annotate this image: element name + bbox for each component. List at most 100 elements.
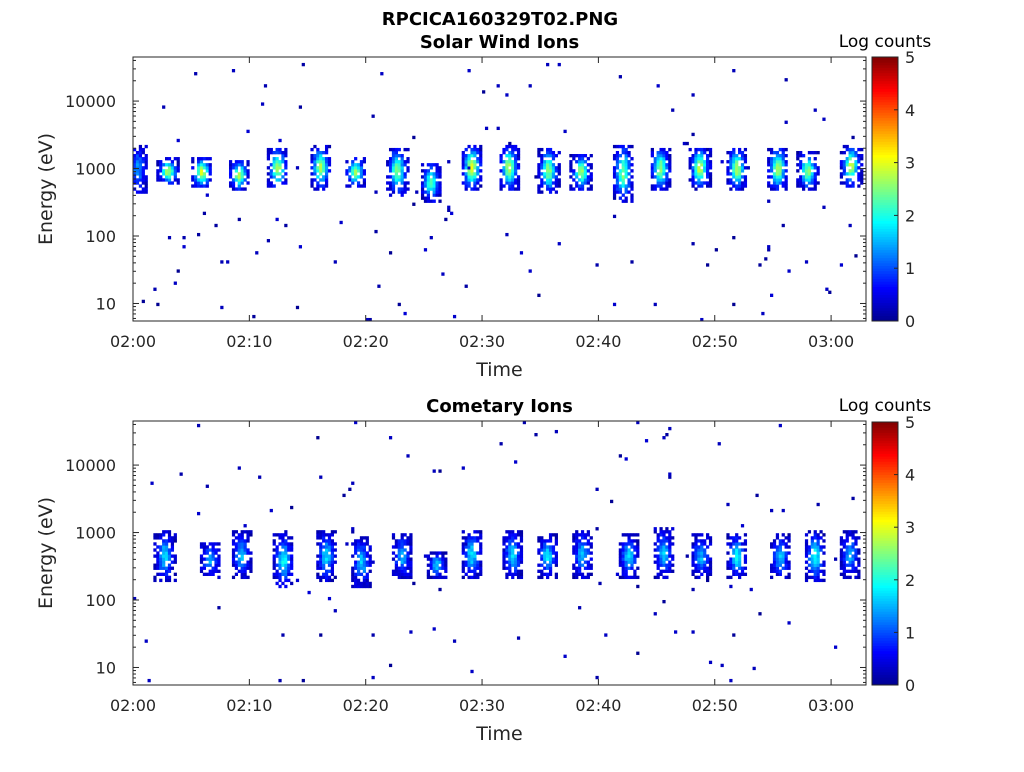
spectrogram-cell bbox=[473, 560, 477, 564]
spectrogram-cell bbox=[580, 575, 585, 580]
spectrogram-cell bbox=[691, 542, 695, 546]
spectrogram-cell bbox=[202, 557, 207, 561]
spectrogram-cell bbox=[810, 187, 814, 191]
spectrogram-cell bbox=[162, 163, 166, 167]
spectrogram-cell bbox=[281, 563, 285, 567]
spectrogram-cell bbox=[578, 172, 582, 176]
spectrogram-cell bbox=[467, 184, 471, 188]
spectrogram-cell bbox=[354, 578, 358, 583]
spectrogram-cell bbox=[362, 569, 366, 573]
spectrogram-cell bbox=[170, 548, 175, 552]
colorbar-segment bbox=[872, 62, 898, 66]
spectrogram-cell bbox=[706, 172, 710, 176]
spectrogram-cell bbox=[813, 178, 817, 182]
spectrogram-cell bbox=[470, 147, 474, 152]
spectrogram-cell bbox=[330, 578, 334, 583]
spectrogram-cell bbox=[159, 566, 163, 570]
spectrogram-cell bbox=[668, 569, 672, 573]
spectrogram-cell bbox=[511, 169, 515, 173]
spectrogram-cell bbox=[787, 563, 791, 567]
spectrogram-cell bbox=[543, 166, 547, 170]
spectrogram-cell bbox=[653, 530, 657, 534]
spectrogram-cell bbox=[772, 163, 777, 167]
spectrogram-cell bbox=[633, 548, 637, 552]
spectrogram-cell bbox=[796, 181, 800, 185]
spectrogram-cell bbox=[165, 175, 169, 179]
spectrogram-cell bbox=[470, 575, 474, 580]
spectrogram-cell bbox=[575, 554, 579, 558]
spectrogram-cell bbox=[141, 166, 145, 170]
spectrogram-cell bbox=[816, 557, 820, 561]
spectrogram-cell bbox=[400, 542, 404, 546]
spectrogram-cell bbox=[650, 172, 654, 176]
spectrogram-cell bbox=[156, 545, 160, 549]
spectrogram-cell bbox=[784, 187, 788, 191]
spectrogram-cell bbox=[394, 569, 398, 573]
spectrogram-cell bbox=[365, 536, 369, 540]
spectrogram-cell bbox=[772, 569, 777, 573]
spectrogram-cell bbox=[386, 181, 390, 185]
spectrogram-cell bbox=[775, 566, 780, 570]
spectrogram-cell bbox=[583, 175, 588, 179]
spectrogram-cell bbox=[202, 542, 207, 546]
spectrogram-cell bbox=[199, 566, 204, 570]
spectrogram-cell bbox=[688, 160, 692, 164]
colorbar-segment bbox=[872, 128, 898, 132]
spectrogram-cell bbox=[694, 533, 698, 537]
spectrogram-cell bbox=[578, 533, 582, 537]
spectrogram-cell bbox=[316, 533, 320, 537]
spectrogram-cell bbox=[348, 166, 352, 170]
spectrogram-cell bbox=[173, 554, 177, 558]
colorbar-segment bbox=[872, 107, 898, 111]
spectrogram-cell bbox=[516, 150, 521, 155]
spectrogram-cell bbox=[502, 150, 506, 155]
spectrogram-cell bbox=[810, 172, 814, 176]
spectrogram-cell bbox=[514, 557, 518, 561]
spectrogram-cell bbox=[371, 675, 375, 680]
spectrogram-cell bbox=[697, 172, 701, 176]
spectrogram-cell bbox=[770, 563, 774, 567]
spectrogram-cell bbox=[156, 533, 160, 537]
spectrogram-cell bbox=[165, 569, 169, 573]
spectrogram-cell bbox=[319, 533, 323, 537]
spectrogram-cell bbox=[319, 548, 323, 552]
spectrogram-cell bbox=[359, 172, 364, 176]
colorbar-segment bbox=[872, 579, 898, 583]
spectrogram-cell bbox=[284, 584, 288, 589]
spectrogram-cell bbox=[743, 160, 748, 164]
spectrogram-cell bbox=[671, 108, 675, 112]
spectrogram-cell bbox=[284, 572, 288, 576]
spectrogram-cell bbox=[706, 157, 710, 161]
spectrogram-cell bbox=[665, 154, 669, 158]
spectrogram-cell bbox=[770, 166, 774, 170]
spectrogram-cell bbox=[426, 557, 430, 561]
spectrogram-cell bbox=[778, 172, 782, 176]
spectrogram-cell bbox=[135, 172, 140, 176]
spectrogram-cell bbox=[810, 181, 814, 185]
spectrogram-cell bbox=[394, 172, 398, 176]
spectrogram-cell bbox=[772, 566, 777, 570]
spectrogram-cell bbox=[543, 172, 547, 176]
spectrogram-cell bbox=[615, 144, 620, 149]
colorbar-tick-label: 5 bbox=[905, 48, 915, 67]
spectrogram-cell bbox=[621, 569, 625, 573]
spectrogram-cell bbox=[351, 481, 355, 485]
spectrogram-cell bbox=[499, 187, 503, 191]
spectrogram-cell bbox=[313, 166, 317, 170]
spectrogram-cell bbox=[470, 551, 474, 555]
spectrogram-cell bbox=[848, 172, 852, 176]
spectrogram-cell bbox=[508, 530, 512, 534]
spectrogram-cell bbox=[767, 199, 771, 203]
spectrogram-cell bbox=[359, 536, 364, 540]
spectrogram-cell bbox=[234, 169, 239, 173]
spectrogram-cell bbox=[409, 533, 413, 537]
spectrogram-cell bbox=[813, 569, 817, 573]
spectrogram-cell bbox=[662, 187, 666, 191]
spectrogram-cell bbox=[403, 147, 407, 152]
spectrogram-cell bbox=[240, 539, 244, 543]
colorbar-segment bbox=[872, 521, 898, 525]
spectrogram-cell bbox=[743, 178, 748, 182]
spectrogram-cell bbox=[845, 178, 849, 182]
spectrogram-cell bbox=[615, 150, 620, 155]
spectrogram-cell bbox=[324, 578, 329, 583]
